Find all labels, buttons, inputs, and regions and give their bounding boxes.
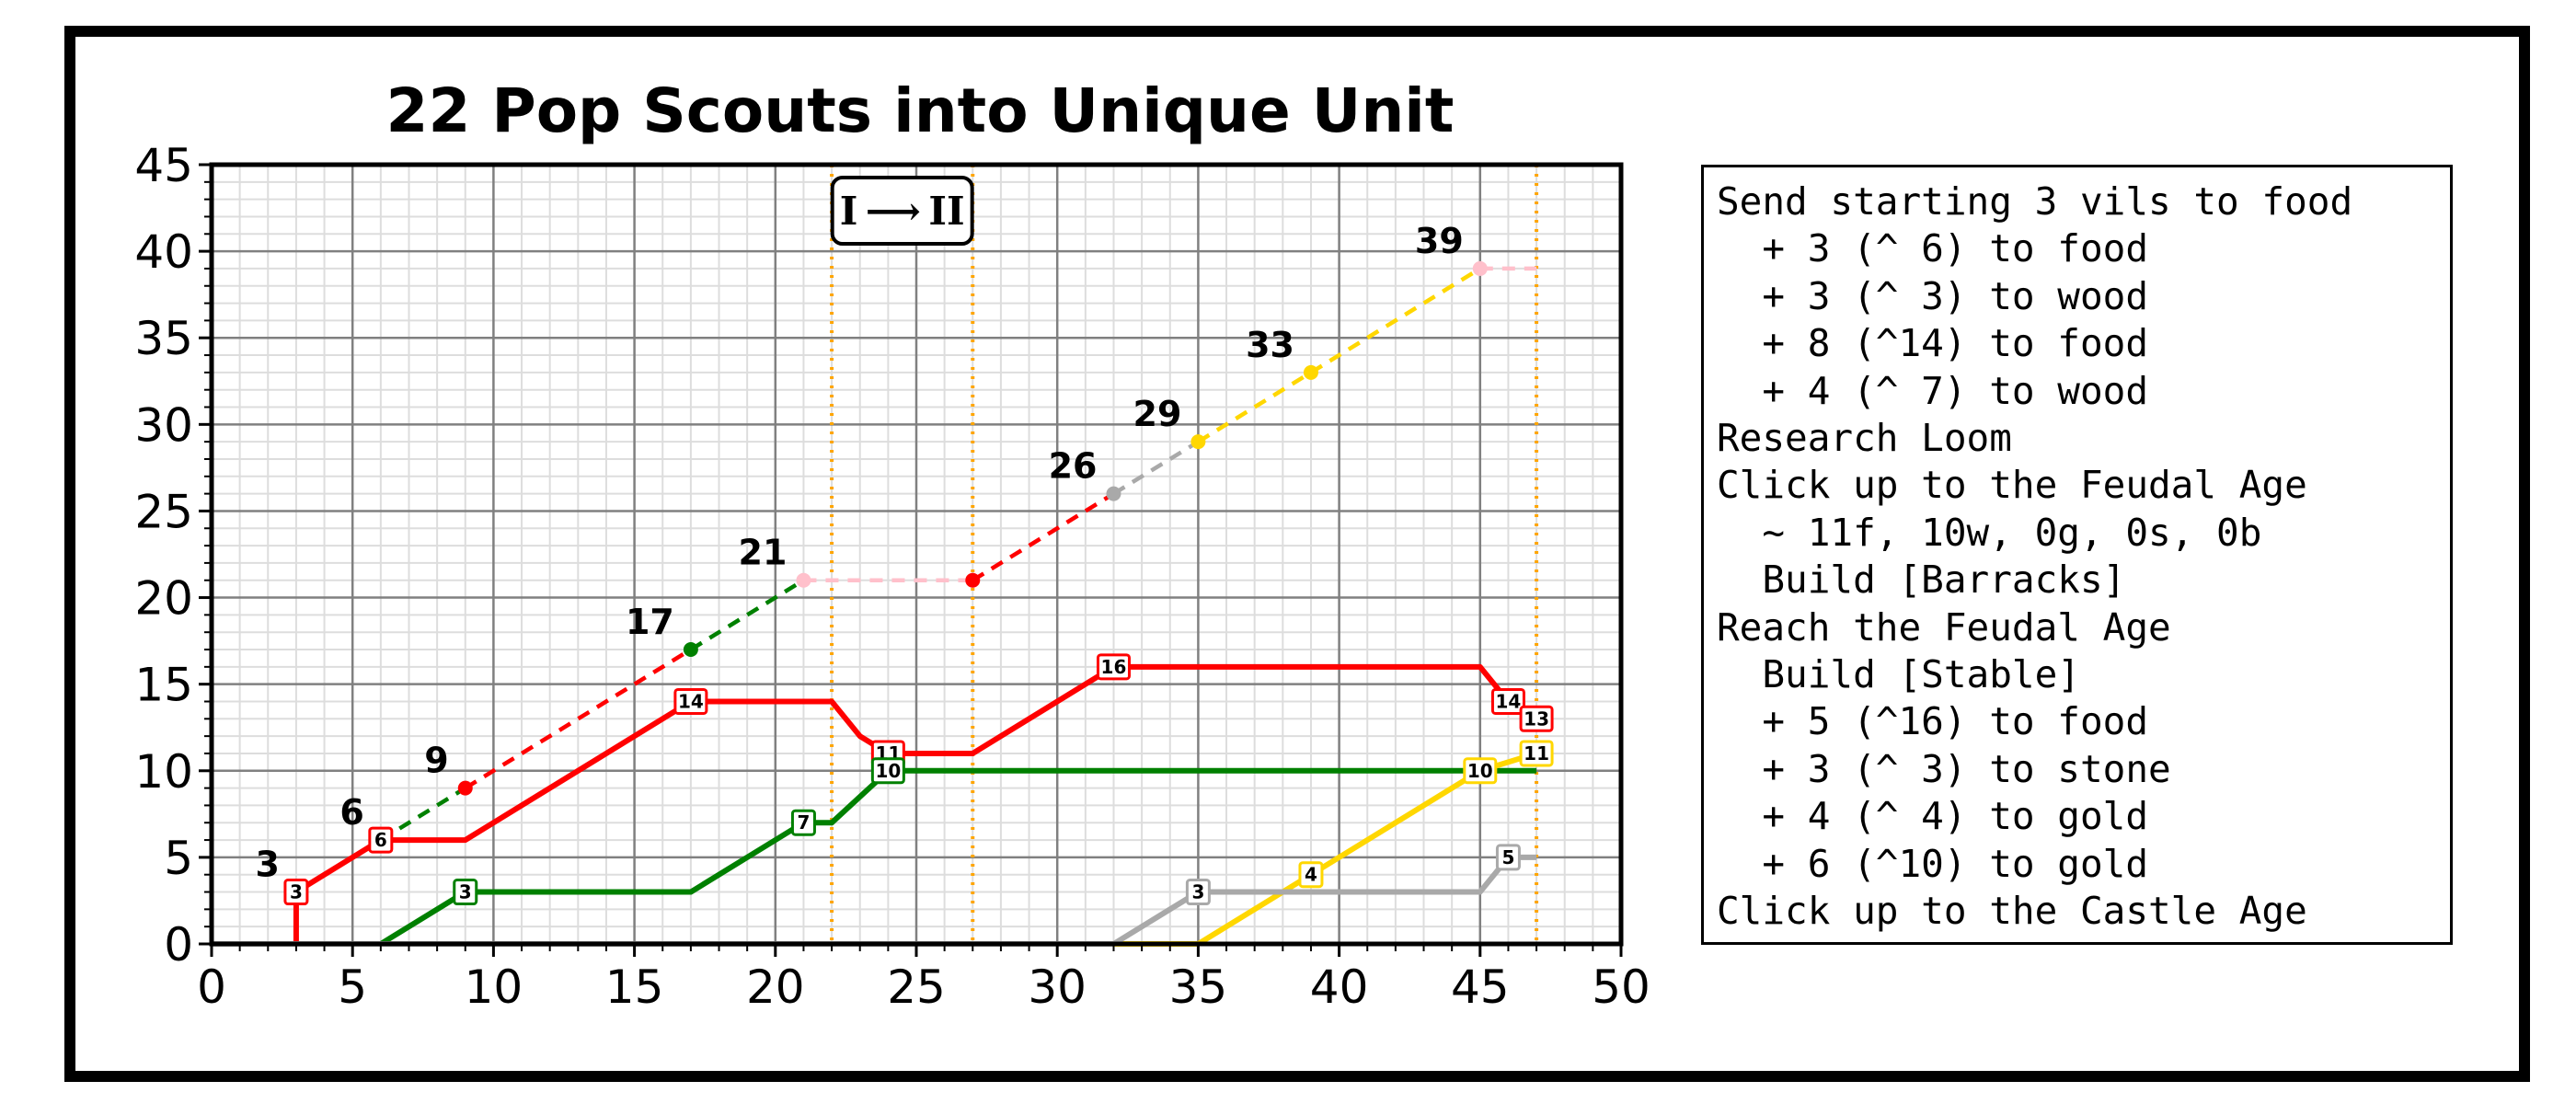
pop-segment (379, 786, 466, 842)
note-line: Send starting 3 vils to food (1717, 179, 2353, 224)
series-label: 3 (290, 881, 303, 903)
pop-segment (1112, 440, 1200, 496)
y-tick-label: 30 (134, 398, 193, 452)
grid-major (210, 163, 1623, 946)
series-label-box (1185, 879, 1211, 906)
series-label: 5 (1501, 846, 1514, 868)
series-label: 11 (1524, 742, 1549, 765)
pop-point (1472, 260, 1488, 276)
y-tick-label: 20 (134, 572, 193, 626)
y-tick-label: 0 (164, 918, 193, 972)
series-label: 16 (1101, 656, 1127, 678)
x-tick-label: 15 (605, 960, 664, 1014)
pop-point (1106, 486, 1121, 501)
series-label: 10 (875, 760, 901, 782)
x-tick-label: 10 (465, 960, 523, 1014)
y-tick-label: 35 (134, 312, 193, 365)
pop-point (796, 572, 811, 588)
x-tick-label: 35 (1169, 960, 1228, 1014)
series-label: 14 (1496, 690, 1522, 712)
series-label: 3 (459, 881, 472, 903)
note-line: ~ 11f, 10w, 0g, 0s, 0b (1717, 510, 2262, 555)
series-label: 6 (374, 829, 387, 851)
series-label-box (368, 826, 394, 854)
note-line: Build [Barracks] (1717, 558, 2126, 603)
pop-point (457, 780, 473, 796)
note-line: + 3 (^ 3) to wood (1717, 273, 2148, 318)
series-label: 10 (1467, 760, 1493, 782)
x-tick-label: 40 (1310, 960, 1369, 1014)
note-line: Click up to the Castle Age (1717, 889, 2307, 934)
note-line: + 8 (^14) to food (1717, 321, 2148, 366)
pop-label: 21 (739, 533, 788, 573)
pop-point (1303, 364, 1318, 380)
y-tick-label: 45 (134, 139, 193, 192)
series-label-box (1519, 705, 1554, 732)
x-tick-label: 30 (1028, 960, 1087, 1014)
pop-label: 3 (255, 845, 279, 885)
pop-label: 9 (424, 741, 448, 781)
series-label-box (1096, 653, 1131, 681)
series-label: 4 (1305, 864, 1317, 886)
pop-point (1190, 434, 1206, 450)
note-line: + 4 (^ 4) to gold (1717, 794, 2148, 839)
pop-label: 6 (339, 792, 363, 833)
series-label: 3 (1191, 881, 1204, 903)
x-tick-label: 50 (1592, 960, 1650, 1014)
note-line: Build [Stable] (1717, 652, 2080, 697)
note-line: Click up to the Feudal Age (1717, 463, 2307, 508)
pop-point (683, 642, 698, 658)
pop-label: 29 (1133, 394, 1182, 434)
note-line: + 4 (^ 7) to wood (1717, 368, 2148, 413)
y-tick-label: 25 (134, 485, 193, 538)
y-tick-label: 10 (134, 745, 193, 799)
pop-label: 26 (1049, 446, 1098, 487)
pop-label: 17 (626, 602, 674, 642)
series-label-box (1490, 687, 1525, 715)
age-label-box (830, 176, 974, 246)
note-line: + 6 (^10) to gold (1717, 841, 2148, 886)
pop-segment (972, 491, 1115, 582)
series-label-box (673, 687, 708, 715)
series-label-box (790, 809, 816, 836)
population-series: 3 6 9 17 21 26 29 33 39 (255, 221, 1537, 885)
series-line (212, 663, 1538, 947)
series-label-box (1298, 861, 1324, 889)
note-line: + 3 (^ 3) to stone (1717, 746, 2171, 791)
y-tick-label: 40 (134, 225, 193, 279)
series-label-box (1519, 740, 1554, 767)
series-label: 14 (678, 690, 704, 712)
x-tick-label: 5 (338, 960, 367, 1014)
series-label-box (283, 879, 309, 906)
note-line: + 3 (^ 6) to food (1717, 226, 2148, 271)
chart-title: 22 Pop Scouts into Unique Unit (386, 75, 1455, 146)
age-label-text: I ⟶ II (840, 189, 965, 234)
build-order-notes: Send starting 3 vils to food + 3 (^ 6) t… (1701, 165, 2453, 945)
age-label: I ⟶ II (830, 176, 974, 246)
note-line: Reach the Feudal Age (1717, 604, 2171, 650)
x-tick-label: 20 (746, 960, 805, 1014)
pop-label: 33 (1246, 325, 1294, 365)
age-up-markers (830, 165, 1539, 944)
series-label: 7 (797, 811, 810, 834)
pop-label: 39 (1415, 221, 1464, 261)
series-line (212, 854, 1537, 947)
y-tick-label: 5 (164, 832, 193, 885)
series-label-box (1463, 757, 1498, 785)
series-label-box (453, 879, 478, 906)
note-line: Research Loom (1717, 416, 2012, 461)
note-line: + 5 (^16) to food (1717, 699, 2148, 744)
pop-segment (1309, 267, 1481, 374)
series-label-box (1495, 844, 1521, 871)
x-tick-label: 25 (887, 960, 946, 1014)
series-label: 13 (1524, 707, 1549, 730)
x-tick-label: 45 (1451, 960, 1510, 1014)
series-label-box (870, 757, 905, 785)
pop-point (965, 572, 981, 588)
x-tick-label: 0 (197, 960, 226, 1014)
y-tick-label: 15 (134, 659, 193, 712)
